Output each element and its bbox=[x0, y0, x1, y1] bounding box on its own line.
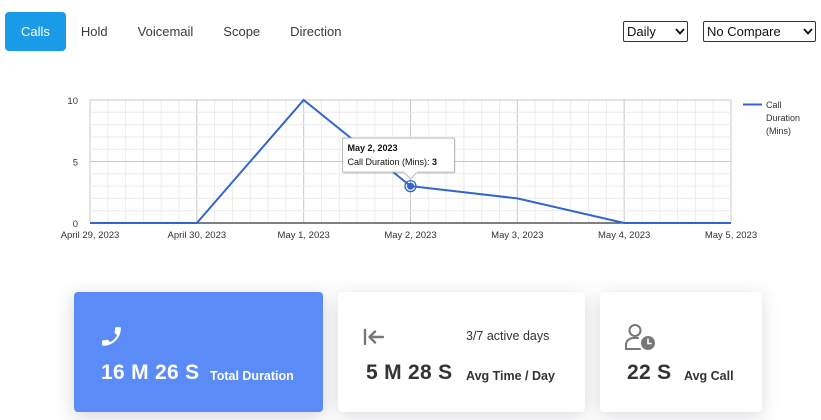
y-tick-label: 10 bbox=[67, 96, 78, 107]
highlight-point-ring bbox=[404, 179, 417, 193]
legend-label: Duration bbox=[766, 113, 800, 123]
compare-select-value: No Compare bbox=[707, 24, 781, 39]
tab-hold[interactable]: Hold bbox=[80, 24, 108, 39]
avg-time-day-value: 5 M 28 S bbox=[366, 361, 453, 384]
avg-call-card: 22 S Avg Call bbox=[600, 292, 762, 412]
tooltip-title: May 2, 2023 bbox=[348, 143, 398, 153]
active-days-text: 3/7 active days bbox=[466, 329, 550, 343]
chevron-down-icon bbox=[673, 21, 687, 42]
x-tick-label: May 5, 2023 bbox=[705, 230, 757, 241]
y-tick-label: 0 bbox=[73, 219, 78, 230]
x-tick-label: May 3, 2023 bbox=[491, 230, 543, 241]
avg-time-day-label: Avg Time / Day bbox=[466, 369, 555, 383]
x-tick-label: May 1, 2023 bbox=[278, 230, 330, 241]
y-tick-label: 5 bbox=[73, 158, 78, 169]
period-select-value: Daily bbox=[627, 24, 656, 39]
x-tick-label: May 2, 2023 bbox=[384, 230, 436, 241]
tooltip-box bbox=[342, 137, 455, 173]
tab-bar: Calls Hold Voicemail Scope Direction bbox=[5, 12, 356, 51]
arrow-left-bar-icon bbox=[363, 328, 385, 351]
compare-select[interactable]: No Compare bbox=[703, 21, 816, 42]
total-duration-label: Total Duration bbox=[210, 369, 294, 383]
x-tick-label: May 4, 2023 bbox=[598, 230, 650, 241]
legend-label: Call bbox=[766, 100, 782, 110]
call-duration-chart: 0 5 10 April 29, 2023 April 30, 2023 May 1, 2… bbox=[61, 96, 800, 241]
period-select[interactable]: Daily bbox=[623, 21, 688, 42]
user-clock-icon bbox=[624, 323, 658, 356]
x-tick-label: April 30, 2023 bbox=[168, 230, 227, 241]
phone-icon bbox=[99, 324, 124, 354]
tab-scope[interactable]: Scope bbox=[223, 24, 261, 39]
tab-voicemail[interactable]: Voicemail bbox=[137, 24, 194, 39]
avg-call-value: 22 S bbox=[627, 361, 672, 384]
legend-label: (Mins) bbox=[766, 126, 791, 136]
tab-calls[interactable]: Calls bbox=[5, 12, 66, 51]
tooltip-pointer bbox=[403, 171, 418, 180]
tooltip-label: Call Duration (Mins): 3 bbox=[348, 157, 438, 167]
avg-call-label: Avg Call bbox=[684, 369, 734, 383]
total-duration-value: 16 M 26 S bbox=[101, 361, 200, 384]
total-duration-card: 16 M 26 S Total Duration bbox=[74, 292, 323, 412]
chevron-down-icon bbox=[801, 21, 815, 42]
tab-direction[interactable]: Direction bbox=[290, 24, 342, 39]
avg-time-day-card: 3/7 active days 5 M 28 S Avg Time / Day bbox=[338, 292, 585, 412]
highlight-point bbox=[407, 182, 414, 190]
x-tick-label: April 29, 2023 bbox=[61, 230, 120, 241]
